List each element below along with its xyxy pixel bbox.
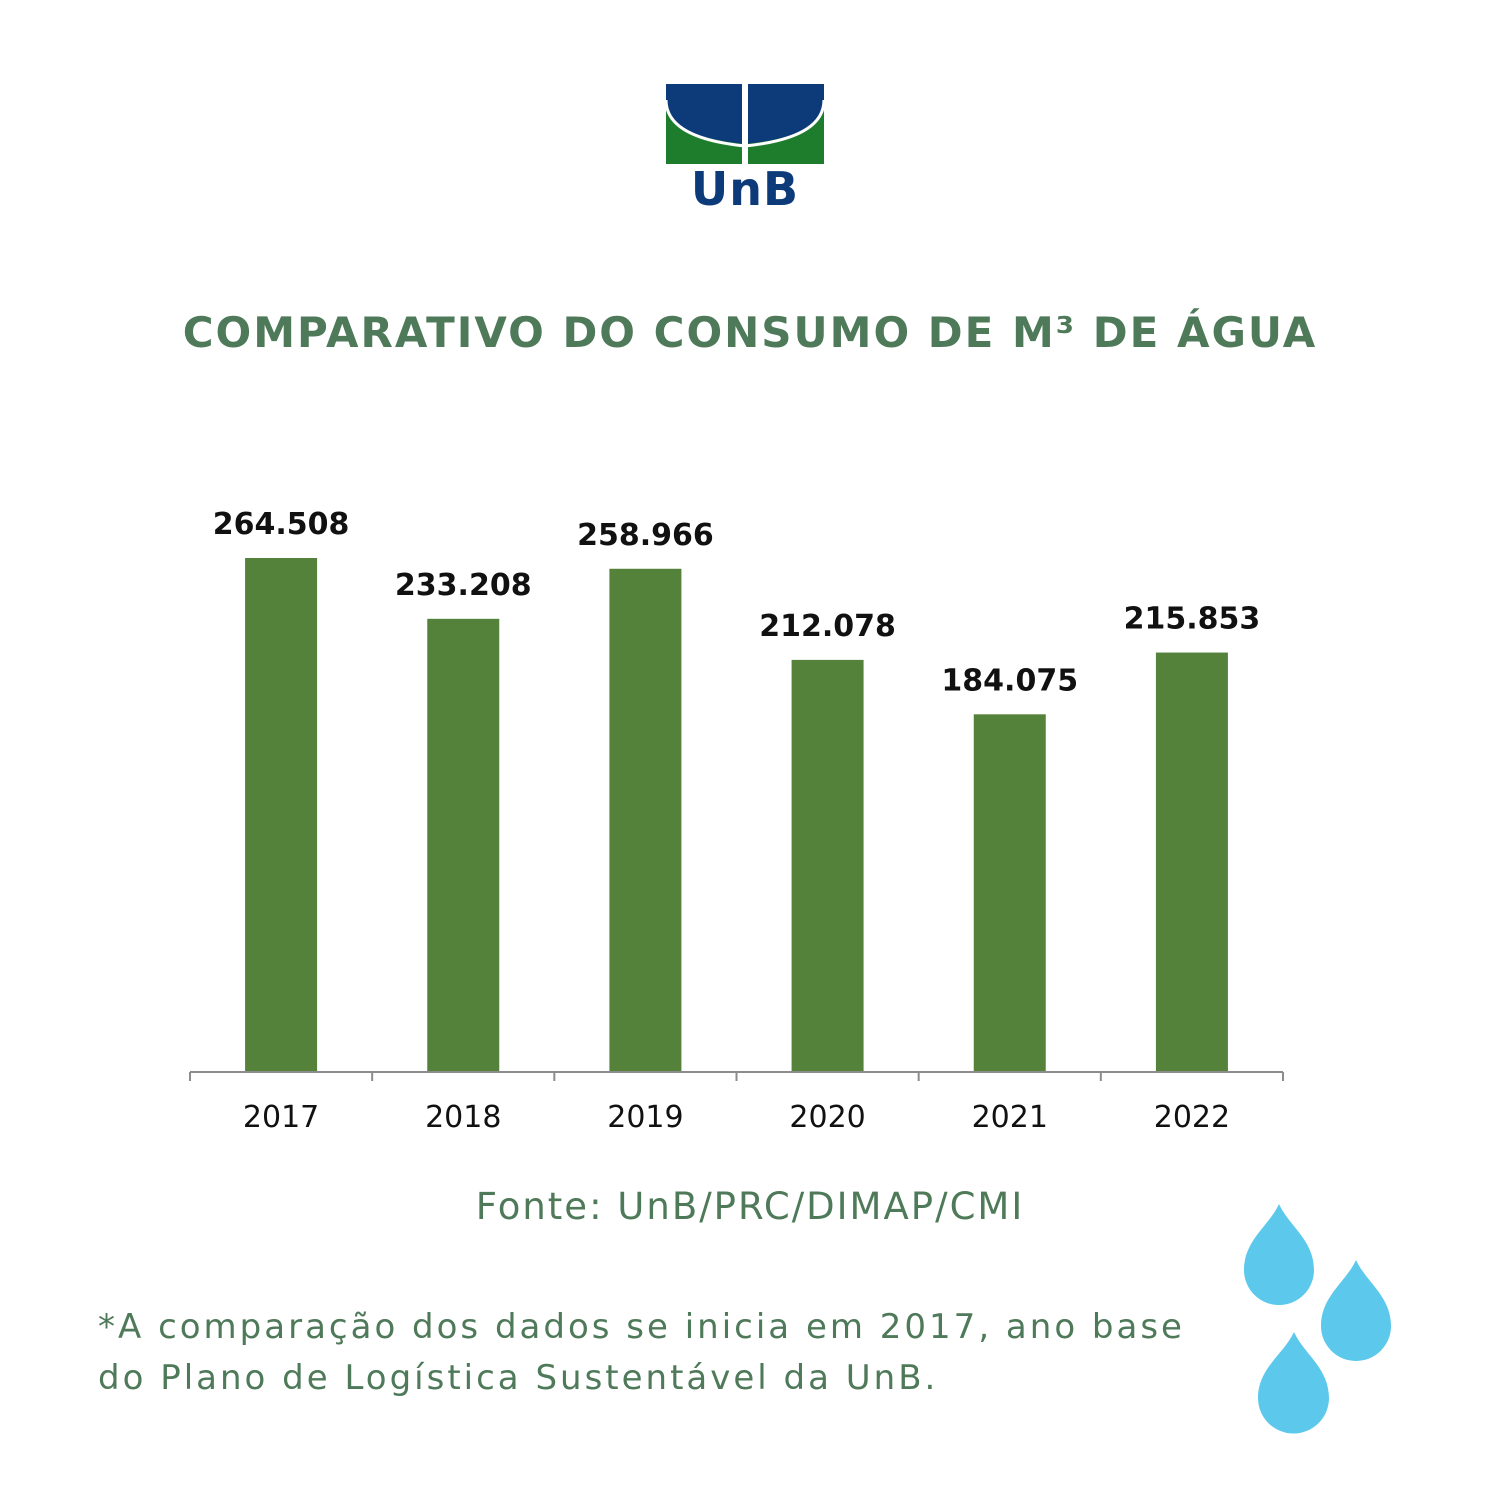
unb-logo-text: UnB bbox=[690, 162, 800, 216]
bar-2020 bbox=[791, 659, 864, 1072]
water-drops-icon bbox=[1244, 1204, 1391, 1434]
chart-title: COMPARATIVO DO CONSUMO DE M³ DE ÁGUA bbox=[182, 308, 1318, 357]
x-tick-label-2017: 2017 bbox=[243, 1100, 319, 1135]
source-text: Fonte: UnB/PRC/DIMAP/CMI bbox=[475, 1185, 1025, 1228]
bar-2022 bbox=[1155, 652, 1228, 1072]
bar-2018 bbox=[427, 618, 500, 1072]
bar-2017 bbox=[245, 558, 318, 1072]
x-tick-label-2022: 2022 bbox=[1154, 1100, 1230, 1135]
data-label-2017: 264.508 bbox=[213, 507, 350, 542]
data-label-2018: 233.208 bbox=[395, 568, 532, 603]
x-tick-label-2021: 2021 bbox=[972, 1100, 1048, 1135]
x-tick-label-2018: 2018 bbox=[425, 1100, 501, 1135]
data-label-2019: 258.966 bbox=[577, 518, 714, 553]
data-label-2021: 184.075 bbox=[941, 663, 1078, 698]
footnote-text: *A comparação dos dados se inicia em 201… bbox=[98, 1307, 1185, 1398]
water-drop-icon bbox=[1321, 1260, 1391, 1361]
bar-2021 bbox=[973, 714, 1046, 1072]
data-label-2022: 215.853 bbox=[1124, 602, 1261, 637]
data-label-2020: 212.078 bbox=[759, 609, 896, 644]
bar-chart: 264.508 233.208 258.966 212.078 184.075 215.8… bbox=[189, 507, 1284, 1135]
unb-logo: UnB bbox=[666, 84, 824, 214]
unb-logo-emblem bbox=[666, 84, 824, 164]
bar-2019 bbox=[609, 568, 682, 1072]
water-drop-icon bbox=[1244, 1204, 1314, 1305]
x-tick-label-2020: 2020 bbox=[789, 1100, 865, 1135]
water-drop-icon bbox=[1258, 1332, 1329, 1434]
x-tick-label-2019: 2019 bbox=[607, 1100, 683, 1135]
